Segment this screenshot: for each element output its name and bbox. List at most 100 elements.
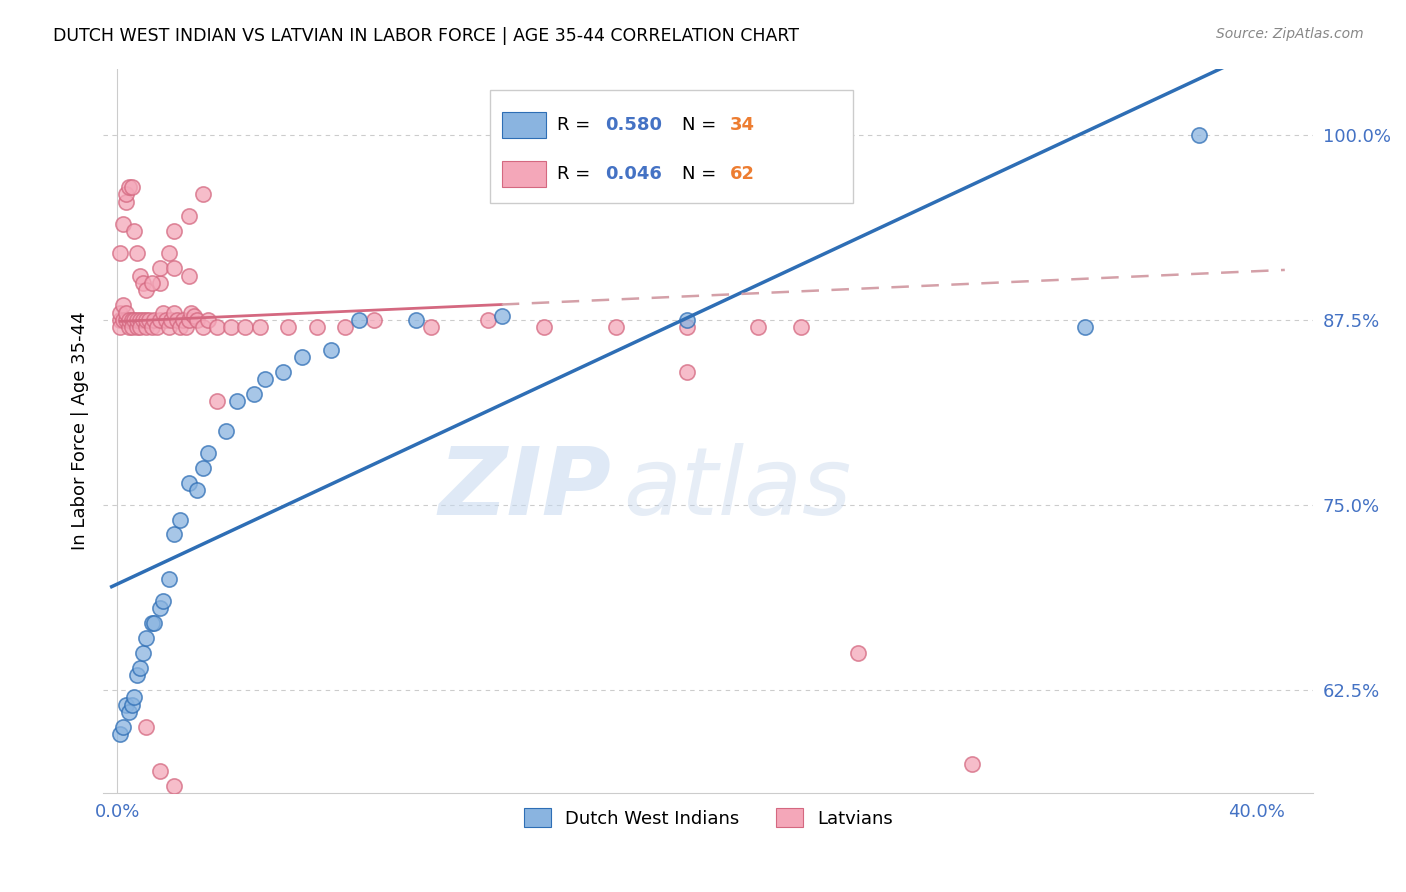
Point bbox=[605, 320, 627, 334]
Point bbox=[160, 313, 183, 327]
Point bbox=[112, 313, 135, 327]
Point bbox=[110, 305, 132, 319]
Point bbox=[112, 298, 135, 312]
Text: Source: ZipAtlas.com: Source: ZipAtlas.com bbox=[1216, 27, 1364, 41]
Point bbox=[149, 261, 172, 276]
Point bbox=[110, 320, 132, 334]
Point bbox=[226, 394, 249, 409]
Point bbox=[135, 631, 157, 645]
Point bbox=[214, 424, 236, 438]
Point bbox=[1188, 128, 1211, 142]
Text: R =: R = bbox=[557, 165, 596, 183]
Point bbox=[149, 764, 172, 779]
Point bbox=[157, 246, 180, 260]
Text: N =: N = bbox=[682, 116, 721, 134]
Point bbox=[110, 727, 132, 741]
Point bbox=[180, 305, 202, 319]
Point bbox=[143, 313, 166, 327]
Text: N =: N = bbox=[682, 165, 721, 183]
Point bbox=[141, 616, 163, 631]
Point bbox=[149, 276, 172, 290]
Point bbox=[205, 394, 228, 409]
Point bbox=[205, 320, 228, 334]
Point bbox=[177, 313, 200, 327]
Point bbox=[186, 483, 208, 497]
Point bbox=[129, 313, 152, 327]
Point bbox=[135, 320, 157, 334]
Point bbox=[129, 660, 152, 674]
Point bbox=[127, 668, 149, 682]
Point bbox=[319, 343, 342, 357]
Point bbox=[149, 313, 172, 327]
Point bbox=[112, 217, 135, 231]
Point bbox=[121, 698, 143, 712]
Point bbox=[110, 246, 132, 260]
Point bbox=[163, 305, 186, 319]
Point bbox=[169, 513, 191, 527]
Point bbox=[197, 446, 219, 460]
Point bbox=[110, 313, 132, 327]
Point bbox=[676, 365, 699, 379]
Point bbox=[846, 646, 869, 660]
Point bbox=[115, 698, 138, 712]
Text: 34: 34 bbox=[730, 116, 755, 134]
Point bbox=[676, 313, 699, 327]
Point bbox=[177, 475, 200, 490]
Point bbox=[183, 309, 205, 323]
Point bbox=[115, 194, 138, 209]
Point bbox=[254, 372, 277, 386]
Point bbox=[491, 309, 513, 323]
Text: 62: 62 bbox=[730, 165, 755, 183]
Point bbox=[790, 320, 813, 334]
Point bbox=[249, 320, 271, 334]
Point bbox=[135, 313, 157, 327]
Point bbox=[118, 705, 141, 719]
Point bbox=[477, 313, 499, 327]
Point bbox=[121, 179, 143, 194]
Point bbox=[115, 187, 138, 202]
Point bbox=[115, 313, 138, 327]
FancyBboxPatch shape bbox=[491, 90, 853, 202]
Point bbox=[271, 365, 294, 379]
Point bbox=[197, 313, 219, 327]
Text: DUTCH WEST INDIAN VS LATVIAN IN LABOR FORCE | AGE 35-44 CORRELATION CHART: DUTCH WEST INDIAN VS LATVIAN IN LABOR FO… bbox=[53, 27, 800, 45]
Point bbox=[143, 616, 166, 631]
Point bbox=[129, 268, 152, 283]
Point bbox=[163, 527, 186, 541]
Point bbox=[243, 387, 266, 401]
Point bbox=[149, 601, 172, 615]
Point bbox=[676, 320, 699, 334]
Text: 0.046: 0.046 bbox=[606, 165, 662, 183]
Point bbox=[121, 313, 143, 327]
Point bbox=[121, 320, 143, 334]
Point bbox=[141, 276, 163, 290]
Point bbox=[152, 594, 174, 608]
Text: ZIP: ZIP bbox=[439, 443, 612, 535]
Point bbox=[177, 268, 200, 283]
Point bbox=[219, 320, 242, 334]
Point bbox=[124, 224, 146, 238]
Point bbox=[235, 320, 257, 334]
Point bbox=[124, 313, 146, 327]
Point bbox=[127, 313, 149, 327]
Point bbox=[135, 284, 157, 298]
Point bbox=[132, 313, 155, 327]
Point bbox=[333, 320, 356, 334]
Point bbox=[146, 320, 169, 334]
Point bbox=[747, 320, 769, 334]
Point bbox=[118, 320, 141, 334]
Point bbox=[163, 779, 186, 793]
Point bbox=[191, 320, 214, 334]
Point bbox=[1074, 320, 1097, 334]
Point bbox=[129, 320, 152, 334]
Point bbox=[191, 187, 214, 202]
Point bbox=[419, 320, 441, 334]
FancyBboxPatch shape bbox=[502, 112, 546, 138]
Point bbox=[132, 276, 155, 290]
Text: R =: R = bbox=[557, 116, 596, 134]
Point bbox=[157, 572, 180, 586]
Point bbox=[169, 320, 191, 334]
Point bbox=[127, 320, 149, 334]
Point bbox=[166, 313, 188, 327]
Point bbox=[960, 756, 983, 771]
